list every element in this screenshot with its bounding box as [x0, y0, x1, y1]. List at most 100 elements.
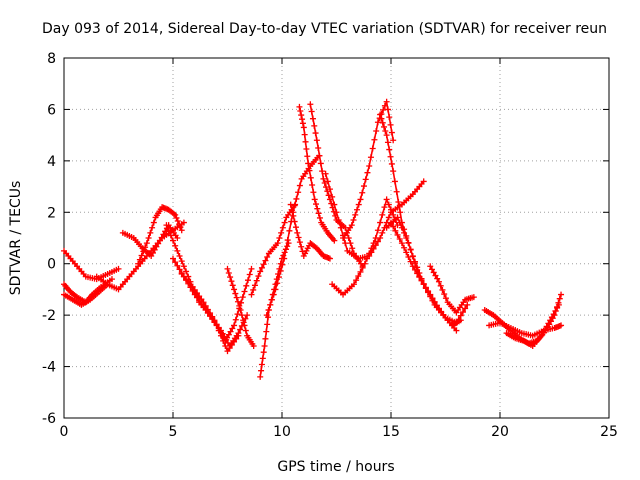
series-track-i	[178, 265, 255, 344]
data-point	[390, 137, 397, 144]
data-point	[342, 240, 349, 247]
data-point	[165, 227, 172, 234]
data-point	[383, 196, 390, 203]
ticks-layer	[63, 57, 610, 419]
data-point	[293, 195, 300, 202]
data-point	[174, 262, 181, 269]
y-tick-label: 8	[47, 51, 56, 67]
data-point	[316, 214, 323, 221]
data-point	[160, 231, 167, 238]
data-point	[409, 263, 416, 270]
data-point	[292, 224, 299, 231]
data-point	[232, 316, 239, 323]
data-point	[386, 114, 393, 121]
data-point	[331, 237, 338, 244]
data-point	[72, 293, 79, 300]
data-point	[178, 227, 185, 234]
data-point	[347, 240, 354, 247]
data-point	[213, 321, 220, 328]
data-point	[366, 250, 373, 257]
data-point	[257, 268, 264, 275]
data-point	[224, 265, 231, 272]
data-point	[543, 323, 550, 330]
data-point	[240, 317, 247, 324]
data-point	[381, 123, 388, 130]
data-point	[297, 107, 304, 114]
data-point	[244, 312, 251, 319]
data-point	[281, 219, 288, 226]
data-point	[279, 224, 286, 231]
data-point	[369, 145, 376, 152]
data-point	[359, 264, 366, 271]
data-point	[231, 286, 238, 293]
data-point	[276, 235, 283, 241]
data-point	[229, 282, 236, 289]
data-point	[315, 210, 322, 217]
data-point	[364, 169, 371, 176]
data-point	[350, 217, 357, 223]
data-point	[381, 204, 388, 211]
data-point	[393, 188, 400, 195]
data-point	[313, 201, 320, 208]
data-point	[248, 291, 255, 298]
data-point	[374, 238, 381, 245]
data-point	[257, 373, 264, 380]
data-point	[243, 282, 250, 289]
data-point	[180, 263, 187, 270]
data-point	[220, 333, 227, 340]
data-point	[279, 261, 286, 268]
data-point	[189, 283, 196, 290]
data-point	[299, 120, 306, 127]
data-point	[407, 258, 414, 265]
data-point	[396, 219, 403, 226]
data-point	[215, 325, 222, 332]
data-point	[284, 237, 291, 244]
data-point	[180, 219, 187, 226]
data-point	[381, 102, 388, 109]
data-point	[310, 189, 317, 196]
data-point	[435, 305, 442, 312]
data-point	[378, 115, 385, 122]
series-line	[324, 173, 425, 260]
series-track-w	[427, 263, 477, 316]
data-point	[550, 311, 557, 318]
data-point	[308, 108, 315, 115]
data-point	[325, 192, 332, 199]
series-track-y	[486, 319, 565, 339]
data-point	[261, 343, 268, 349]
data-point	[331, 201, 338, 208]
data-point	[237, 326, 244, 333]
data-point	[162, 228, 169, 235]
data-point	[291, 202, 298, 209]
x-tick-label: 10	[273, 424, 291, 440]
data-point	[224, 348, 231, 355]
data-point	[296, 103, 303, 110]
data-point	[388, 160, 395, 167]
data-point	[335, 217, 342, 223]
data-point	[156, 237, 163, 244]
data-point	[377, 111, 384, 118]
data-point	[371, 136, 378, 143]
data-point	[455, 316, 462, 323]
data-point	[143, 240, 150, 247]
data-point	[222, 337, 229, 344]
data-point	[322, 170, 329, 177]
data-point	[278, 229, 285, 236]
data-point	[258, 264, 265, 271]
series-line	[506, 304, 560, 347]
data-point	[407, 246, 414, 253]
data-point	[555, 301, 562, 308]
data-point	[274, 280, 281, 287]
data-point	[307, 174, 314, 181]
data-point	[432, 272, 439, 279]
data-point	[227, 328, 234, 335]
data-point	[229, 325, 236, 332]
data-point	[231, 338, 238, 345]
data-point	[554, 304, 561, 311]
data-point	[431, 299, 438, 306]
data-point	[140, 248, 147, 255]
data-point	[234, 298, 241, 305]
data-point	[174, 247, 181, 254]
data-point	[457, 312, 464, 319]
data-point	[170, 255, 176, 262]
